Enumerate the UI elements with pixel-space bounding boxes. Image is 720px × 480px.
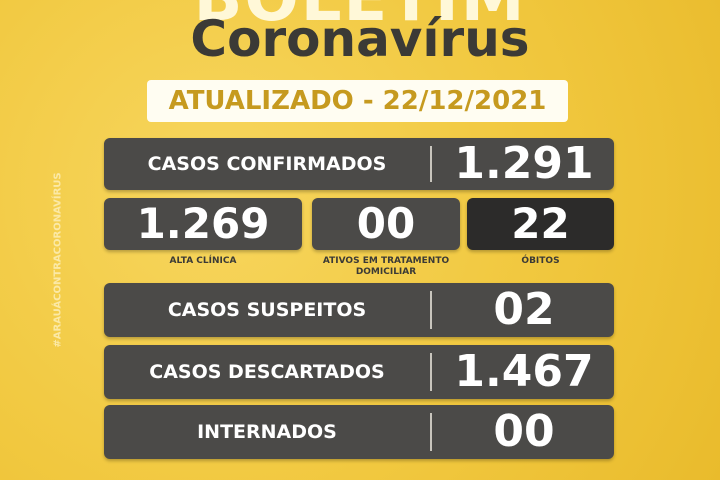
subtitle: Coronavírus bbox=[190, 10, 530, 68]
separator bbox=[430, 353, 432, 391]
row-value: 1.291 bbox=[454, 138, 594, 189]
title: BOLETIM bbox=[0, 0, 720, 36]
data-row: INTERNADOS 00 bbox=[104, 405, 614, 459]
breakdown-label: ALTA CLÍNICA bbox=[169, 256, 237, 266]
update-badge: ATUALIZADO - 22/12/2021 bbox=[147, 80, 568, 122]
row-value: 1.467 bbox=[454, 346, 594, 397]
breakdown-label: ÓBITOS bbox=[521, 256, 560, 266]
breakdown-label: ATIVOS EM TRATAMENTO bbox=[322, 256, 450, 266]
breakdown-value: 00 bbox=[312, 198, 460, 250]
row-value: 00 bbox=[493, 406, 555, 457]
confirmed-row: CASOS CONFIRMADOS 1.291 bbox=[104, 138, 614, 190]
breakdown-value: 22 bbox=[467, 198, 614, 250]
separator bbox=[430, 146, 432, 182]
hashtag: #ARAUÁCONTRACORONAVÍRUS bbox=[52, 172, 64, 348]
data-row: CASOS SUSPEITOS 02 bbox=[104, 283, 614, 337]
row-label: CASOS SUSPEITOS bbox=[167, 299, 367, 321]
row-label: CASOS CONFIRMADOS bbox=[147, 153, 387, 175]
row-value: 02 bbox=[493, 284, 555, 335]
separator bbox=[430, 291, 432, 329]
row-label: INTERNADOS bbox=[197, 421, 337, 443]
breakdown-label: DOMICILIAR bbox=[355, 267, 417, 277]
breakdown-value: 1.269 bbox=[104, 198, 302, 250]
data-row: CASOS DESCARTADOS 1.467 bbox=[104, 345, 614, 399]
separator bbox=[430, 413, 432, 451]
row-label: CASOS DESCARTADOS bbox=[149, 361, 385, 383]
